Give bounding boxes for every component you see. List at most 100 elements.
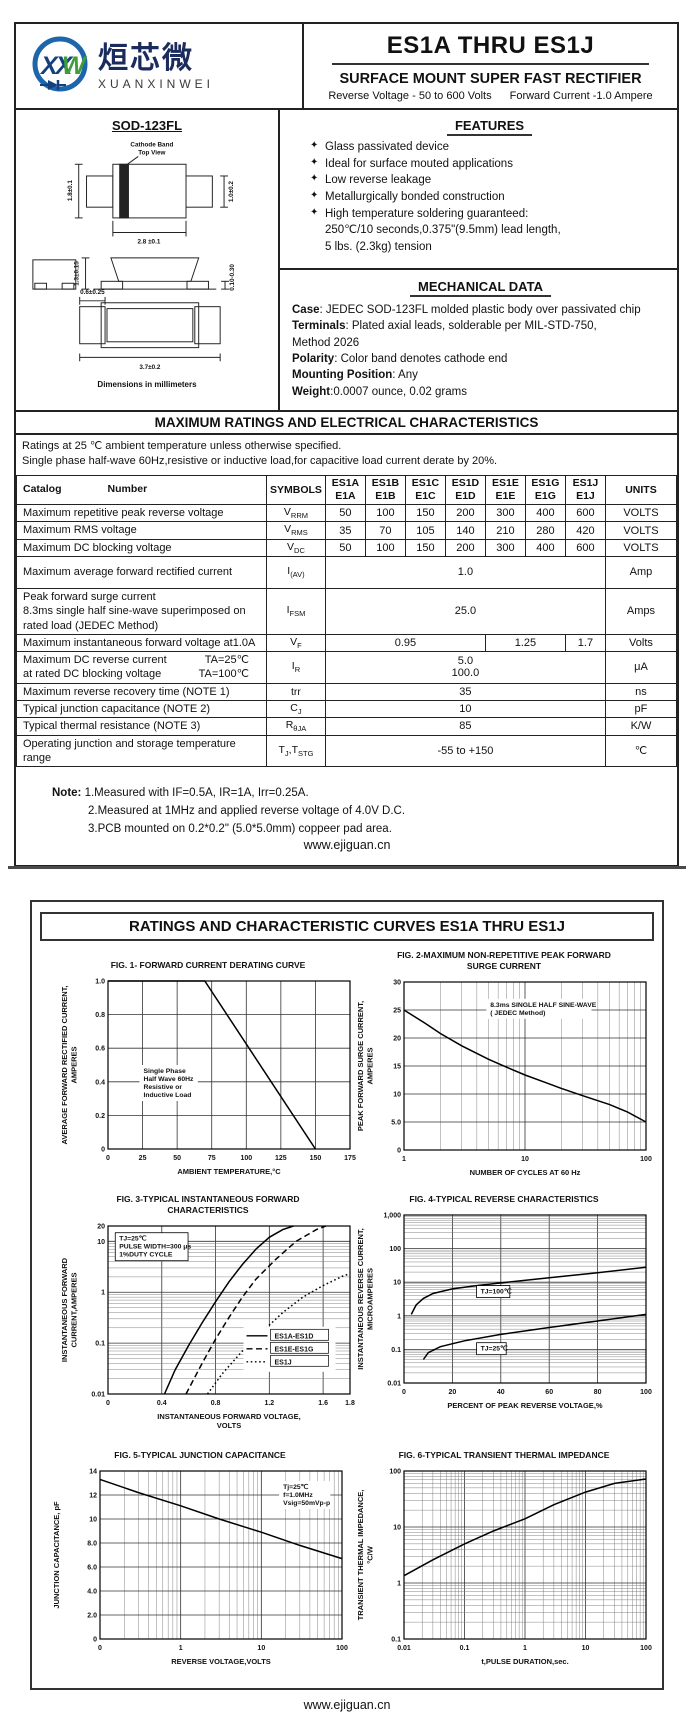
bullet-icon xyxy=(310,239,325,256)
annotation-text: ( JEDEC Method) xyxy=(490,1010,545,1017)
svg-text:10: 10 xyxy=(393,1525,401,1532)
svg-text:10: 10 xyxy=(89,1517,97,1524)
svg-text:20: 20 xyxy=(393,1036,401,1043)
figure-5-junction-capacitance: FIG. 5-TYPICAL JUNCTION CAPACITANCE 0 1 10 1… xyxy=(50,1450,350,1669)
unit-cell: Volts xyxy=(604,633,678,653)
bullet-icon xyxy=(310,222,325,239)
table-row: Maximum DC reverse current TA=25℃ at rated… xyxy=(16,651,678,684)
svg-text:10: 10 xyxy=(257,1645,265,1652)
series-ES1A-ES1D xyxy=(163,1225,294,1395)
header: XX W 烜芯微 XUANXINWEI ES1A THRU ES1J SURFA… xyxy=(16,24,677,110)
mechanical-line: Method 2026 xyxy=(292,336,360,349)
value-cell: -55 to +150 xyxy=(324,734,606,768)
figure-1-forward-current-derating: FIG. 1- FORWARD CURRENT DERATING CURVE 0 2… xyxy=(58,960,358,1179)
value-cell: 420 xyxy=(564,521,606,540)
svg-text:0.01: 0.01 xyxy=(91,1392,105,1399)
annotation-text: TJ=100℃ xyxy=(481,1288,512,1296)
note-lines: Note: 1.Measured with IF=0.5A, IR=1A, Ir… xyxy=(52,785,667,838)
svg-text:100: 100 xyxy=(640,1645,652,1652)
annotation-text: Inductive Load xyxy=(143,1092,191,1099)
symbol-cell: IFSM xyxy=(266,587,326,635)
mechanical-line: Weight:0.0007 ounce, 0.02 grams xyxy=(292,385,467,398)
feature-item: 5 lbs. (2.3kg) tension xyxy=(310,239,669,256)
series-ES1E-ES1G xyxy=(185,1225,327,1395)
dimensions-caption: Dimensions in millimeters xyxy=(97,380,197,389)
figure-4-reverse-characteristics: FIG. 4-TYPICAL REVERSE CHARACTERISTICS 0 2… xyxy=(354,1194,654,1413)
symbol-cell: IR xyxy=(266,651,326,684)
svg-text:AMBIENT TEMPERATURE,°C: AMBIENT TEMPERATURE,°C xyxy=(177,1167,281,1176)
top-view-callout: Top View xyxy=(138,150,165,157)
mechanical-data-section: MECHANICAL DATA Case: JEDEC SOD-123FL mo… xyxy=(280,270,677,410)
logo-icon: XX W xyxy=(32,36,88,92)
figure-title: CHARACTERISTICS xyxy=(167,1205,249,1216)
table-row: Maximum RMS voltage VRMS 35 70 105 140 210 280 4… xyxy=(16,521,678,540)
feature-item: ✦ Metallurgically bonded construction xyxy=(310,189,669,206)
svg-text:PERCENT OF PEAK REVERSE VOLTAG: PERCENT OF PEAK REVERSE VOLTAGE,% xyxy=(447,1401,602,1410)
svg-text:1.2: 1.2 xyxy=(264,1400,274,1407)
svg-text:TRANSIENT THERMAL IMPEDANCE,: TRANSIENT THERMAL IMPEDANCE, xyxy=(356,1490,365,1621)
ratings-heading: MAXIMUM RATINGS AND ELECTRICAL CHARACTER… xyxy=(16,412,677,436)
value-cell: 600 xyxy=(564,504,606,523)
symbol-cell: VRRM xyxy=(266,504,326,523)
chart-plot: 0 25 50 75 100 125 150 175 0 0.2 0.4 0.6 0.8 1.0 AMBIE… xyxy=(60,979,356,1177)
svg-text:REVERSE VOLTAGE,VOLTS: REVERSE VOLTAGE,VOLTS xyxy=(171,1657,271,1666)
value-cell: 1.0 xyxy=(324,555,606,589)
part-title: ES1A THRU ES1J xyxy=(386,32,595,59)
svg-text:1,000: 1,000 xyxy=(383,1213,401,1220)
footer-link-page1[interactable]: www.ejiguan.cn xyxy=(303,838,391,852)
value-cell: 300 xyxy=(484,538,526,557)
value-cell: 5.0 100.0 xyxy=(324,651,606,684)
legend-label: ES1A-ES1D xyxy=(275,1333,314,1340)
footer-link-page2[interactable]: www.ejiguan.cn xyxy=(303,1698,391,1712)
unit-cell: pF xyxy=(604,700,678,719)
figure-title: FIG. 3-TYPICAL INSTANTANEOUS FORWARD xyxy=(116,1194,300,1204)
annotation-text: 8.3ms SINGLE HALF SINE-WAVE xyxy=(490,1002,596,1009)
feature-text: Metallurgically bonded construction xyxy=(325,191,505,204)
svg-text:100: 100 xyxy=(336,1645,348,1652)
parameter-cell: Maximum DC blocking voltage xyxy=(16,538,267,557)
feature-text: 5 lbs. (2.3kg) tension xyxy=(325,241,432,254)
figure-title: FIG. 5-TYPICAL JUNCTION CAPACITANCE xyxy=(114,1450,286,1460)
units-header: UNITS xyxy=(604,474,678,506)
annotation-text: Vsig=50mVp-p xyxy=(283,1500,330,1507)
value-cell: 150 xyxy=(404,538,446,557)
symbols-header: SYMBOLS xyxy=(266,474,326,506)
value-cell: 200 xyxy=(444,504,486,523)
part-column-header: ES1C E1C xyxy=(404,474,446,506)
svg-text:6.0: 6.0 xyxy=(87,1565,97,1572)
parameter-cell: Maximum repetitive peak reverse voltage xyxy=(16,504,267,523)
annotation-text: f=1.0MHz xyxy=(283,1492,313,1499)
package-outline-drawing: Cathode Band Top View 1.8±0.1 1.0±0.2 2.… xyxy=(32,142,236,371)
brand-name-en: XUANXINWEI xyxy=(98,76,215,91)
logo: XX W 烜芯微 XUANXINWEI xyxy=(16,24,304,108)
svg-text:15: 15 xyxy=(393,1064,401,1071)
value-cell: 140 xyxy=(444,521,486,540)
value-cell: 210 xyxy=(484,521,526,540)
figure-6-transient-thermal-impedance: FIG. 6-TYPICAL TRANSIENT THERMAL IMPEDAN… xyxy=(354,1450,654,1669)
parameter-cell: Maximum instantaneous forward voltage at… xyxy=(16,633,267,653)
svg-text:°C/W: °C/W xyxy=(366,1545,375,1563)
annotation-text: Half Wave 60Hz xyxy=(143,1076,194,1083)
part-column-header: ES1A E1A xyxy=(324,474,366,506)
value-cell: 400 xyxy=(524,538,566,557)
value-cell: 280 xyxy=(524,521,566,540)
dim-lead-width: 1.0±0.2 xyxy=(228,181,235,203)
value-cell: 150 xyxy=(404,504,446,523)
svg-text:100: 100 xyxy=(640,1389,652,1396)
chart-plot: 1 10 100 0 5.0 10 15 20 25 30 NUMBER OF CYCLES AT … xyxy=(356,980,652,1178)
symbol-cell: I(AV) xyxy=(266,555,326,589)
parameter-cell: Maximum RMS voltage xyxy=(16,521,267,540)
note-line: 3.PCB mounted on 0.2*0.2" (5.0*5.0mm) co… xyxy=(88,822,392,835)
svg-text:1: 1 xyxy=(101,1290,105,1297)
parameter-cell: Maximum DC reverse current TA=25℃ at rated… xyxy=(16,651,267,684)
subtitle: SURFACE MOUNT SUPER FAST RECTIFIER xyxy=(339,71,642,87)
parameter-cell: Operating junction and storage temperatu… xyxy=(16,734,267,768)
table-row: Typical thermal resistance (NOTE 3) RθJA 8… xyxy=(16,717,678,736)
svg-text:0.1: 0.1 xyxy=(95,1341,105,1348)
svg-text:0.2: 0.2 xyxy=(95,1113,105,1120)
svg-text:150: 150 xyxy=(310,1155,322,1162)
mechanical-line: Case: JEDEC SOD-123FL molded plastic bod… xyxy=(292,304,641,317)
unit-cell: VOLTS xyxy=(604,504,678,523)
svg-text:0.01: 0.01 xyxy=(387,1381,401,1388)
table-row: Maximum average forward rectified curren… xyxy=(16,555,678,589)
